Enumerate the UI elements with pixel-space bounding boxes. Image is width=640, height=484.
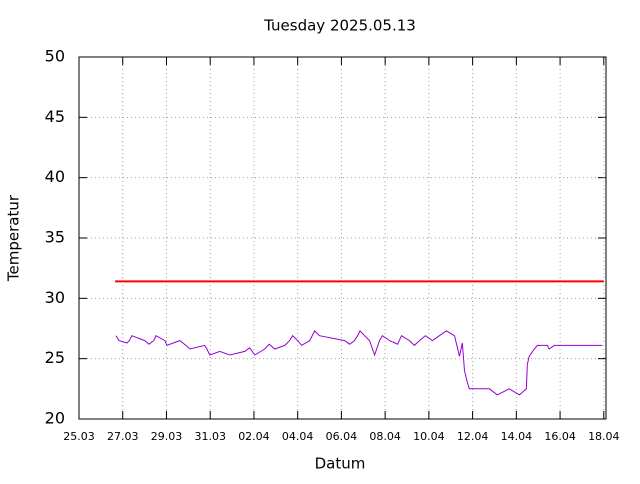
x-tick-label: 14.04 (501, 430, 533, 443)
y-tick-label: 50 (45, 47, 65, 66)
y-tick-label: 40 (45, 167, 65, 186)
x-tick-label: 12.04 (457, 430, 489, 443)
y-tick-label: 45 (45, 107, 65, 126)
x-tick-label: 02.04 (238, 430, 270, 443)
x-tick-label: 29.03 (151, 430, 183, 443)
x-tick-label: 06.04 (326, 430, 358, 443)
y-tick-label: 20 (45, 409, 65, 428)
y-axis-label: Temperatur (5, 194, 23, 282)
x-tick-label: 04.04 (282, 430, 314, 443)
y-tick-label: 25 (45, 348, 65, 367)
x-tick-label: 18.04 (588, 430, 620, 443)
x-axis-label: Datum (315, 455, 366, 473)
x-tick-label: 10.04 (413, 430, 445, 443)
data-line (115, 330, 603, 396)
x-tick-label: 25.03 (63, 430, 95, 443)
y-tick-label: 30 (45, 288, 65, 307)
chart-title: Tuesday 2025.05.13 (263, 17, 416, 35)
x-tick-label: 08.04 (369, 430, 401, 443)
x-tick-label: 31.03 (194, 430, 226, 443)
plot-frame (78, 56, 607, 420)
x-tick-label: 16.04 (544, 430, 576, 443)
y-tick-label: 35 (45, 228, 65, 247)
x-tick-label: 27.03 (107, 430, 139, 443)
